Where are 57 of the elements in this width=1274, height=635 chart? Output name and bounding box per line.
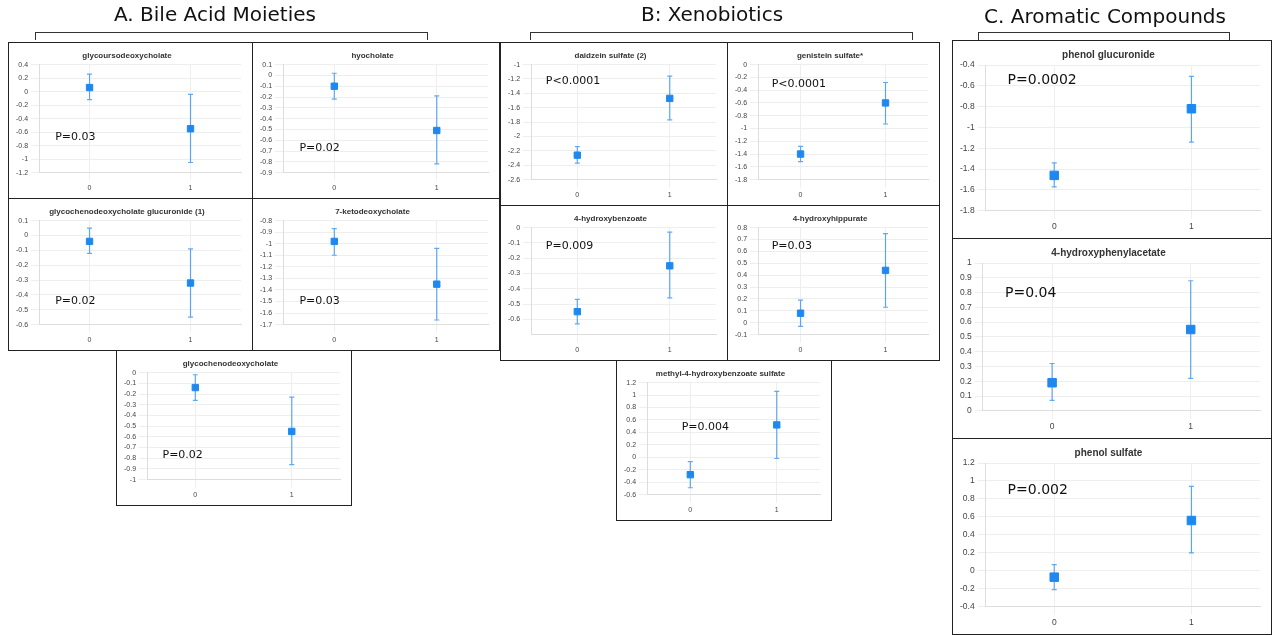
y-tick-label: -1 [967,121,975,132]
text: C. Aromatic Compounds [984,4,1226,28]
y-tick-label: 0.3 [959,360,973,371]
y-tick-label: 0.7 [959,301,973,312]
y-tick-label: 0 [969,565,975,576]
y-tick-label: 0.2 [959,375,973,386]
y-tick-label: 0.4 [962,529,975,540]
text: A. Bile Acid Moieties [114,2,316,26]
chart-title: daidzein sulfate (2) [574,51,647,60]
y-tick-label: -1.4 [959,163,975,174]
chart-title: methyl-4-hydroxybenzoate sulfate [655,369,786,378]
annotation: P=0.04 [1004,284,1057,301]
y-tick-label: 0.6 [962,511,975,522]
annotation: P<0.0001 [771,76,826,90]
chart-title: 4-hydroxybenzoate [574,214,648,223]
y-tick-label: -1.6 [959,184,975,195]
chart-title: glycochenodeoxycholate glucuronide (1) [49,207,206,216]
y-tick-label: -0.4 [959,59,975,70]
y-tick-label: 1.2 [962,457,975,468]
y-tick-label: -0.8 [959,101,975,111]
annotation: P=0.03 [299,293,340,307]
y-tick-label: 0 [967,405,973,416]
annotation: P=0.002 [1007,480,1068,497]
y-tick-label: -0.2 [959,583,975,594]
annotation: P=0.009 [545,238,594,252]
y-tick-label: 1 [967,257,973,268]
annotation: P<0.0001 [545,74,601,88]
y-tick-label: -0.6 [959,80,975,91]
annotation: P=0.02 [299,140,340,154]
annotation: P=0.0002 [1007,71,1077,88]
y-tick-label: 0.4 [959,346,973,357]
y-tick-label: 0.5 [959,331,973,342]
chart-title: glycoursodeoxycholate [82,51,173,60]
y-tick-label: 0.1 [959,390,973,401]
annotation: P=0.004 [681,420,729,434]
chart-title: 7-ketodeoxycholate [335,207,411,216]
chart-title: 4-hydroxyhippurate [792,214,868,223]
y-tick-label: -1.2 [959,142,975,153]
y-tick-label: -0.4 [959,601,975,612]
y-tick-label: -1.8 [959,205,975,216]
y-tick-label: 0.2 [962,547,975,558]
chart-title: 4-hydroxyphenylacetate [1051,246,1167,258]
y-tick-label: 0.8 [962,493,975,504]
text: B: Xenobiotics [640,2,784,26]
y-tick-label: 0.8 [959,286,973,297]
annotation: P=0.02 [162,448,203,461]
y-tick-label: 0.9 [959,272,973,283]
chart-title: hyocholate [351,51,395,60]
chart-title: phenol sulfate [1074,446,1143,458]
annotation: P=0.03 [55,129,96,143]
y-tick-label: 1 [969,475,975,486]
chart-title: phenol glucuronide [1062,48,1156,60]
annotation: P=0.03 [771,238,812,252]
chart-title: glycochenodeoxycholate [182,359,279,368]
y-tick-label: 0.6 [959,316,973,327]
chart-title: genistein sulfate* [796,51,864,60]
annotation: P=0.02 [55,293,96,307]
